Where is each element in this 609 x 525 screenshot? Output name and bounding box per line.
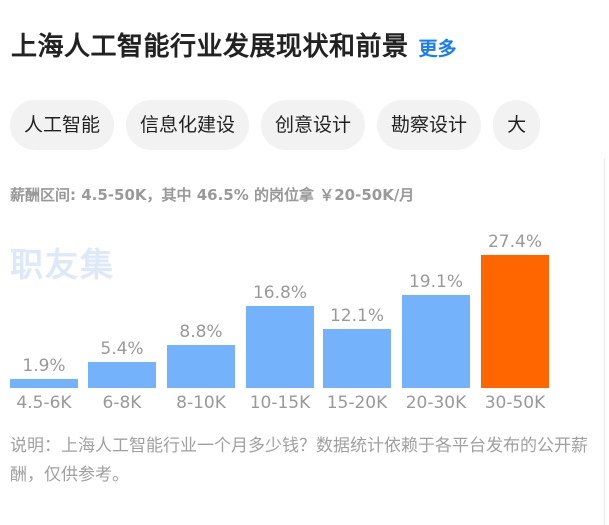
bar-value-label: 19.1% [408,272,463,292]
header: 上海人工智能行业发展现状和前景 更多 [11,26,457,63]
salary-bar-chart: 1.9% 4.5-6K 5.4% 6-8K 8.8% 8-10K 16.8% 10-15K 12… [0,225,560,420]
divider [604,158,605,525]
bar-20-30K [402,295,470,388]
x-axis-label: 20-30K [405,393,467,413]
x-axis-label: 10-15K [249,393,311,413]
x-axis-label: 30-50K [484,393,546,413]
x-axis-label: 4.5-6K [16,393,72,413]
tag-creative-design[interactable]: 创意设计 [261,100,366,150]
bar-4.5-6K [10,379,78,388]
bar-value-label: 1.9% [22,356,66,376]
bar-value-label: 16.8% [252,283,307,303]
x-axis-label: 8-10K [176,393,226,413]
bar-15-20K [323,329,391,388]
bar-value-label: 8.8% [179,322,223,342]
tag-survey-design[interactable]: 勘察设计 [377,100,482,150]
page-title: 上海人工智能行业发展现状和前景 [11,32,409,62]
tag-more-partial[interactable]: 大 [493,100,541,150]
more-link[interactable]: 更多 [418,38,457,60]
bar-value-label: 12.1% [329,306,384,326]
description-note: 说明：上海人工智能行业一个月多少钱？数据统计依赖于各平台发布的公开薪酬，仅供参考… [10,436,588,485]
tag-informatization[interactable]: 信息化建设 [126,100,250,150]
salary-summary: 薪酬区间: 4.5-50K，其中 46.5% 的岗位拿 ￥20-50K/月 [10,186,415,204]
tag-list: 人工智能 信息化建设 创意设计 勘察设计 大 [10,100,541,150]
bar-value-label: 27.4% [487,232,542,252]
bar-30-50K [481,255,549,388]
x-axis-label: 15-20K [326,393,388,413]
bar-8-10K [167,345,235,388]
tag-ai[interactable]: 人工智能 [10,100,115,150]
x-axis-label: 6-8K [102,393,142,413]
bar-value-label: 5.4% [100,339,144,359]
bar-10-15K [246,306,314,388]
bar-6-8K [88,362,156,388]
watermark-logo: 职友集 [10,245,115,284]
